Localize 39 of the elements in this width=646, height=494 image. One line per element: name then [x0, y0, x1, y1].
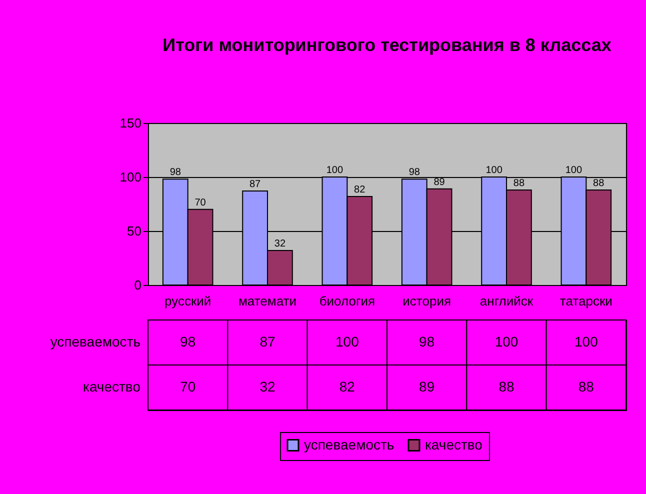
annotation: 82: [354, 184, 366, 196]
data-label: 98: [180, 334, 196, 350]
data-label: 100: [494, 334, 518, 350]
x-tick-label: татарски: [560, 294, 612, 308]
annotation: 88: [593, 178, 605, 189]
data-label: 88: [498, 378, 514, 394]
data-label: 70: [180, 378, 196, 394]
data-label: 32: [260, 378, 276, 394]
x-tick-label: английск: [480, 294, 534, 308]
x-tick-label: русский: [164, 294, 212, 308]
x-tick-label: биология: [319, 294, 375, 308]
legend-label: качество: [425, 436, 483, 452]
annotation: 87: [249, 179, 262, 190]
y-tick-label: 150: [120, 116, 142, 130]
data-label: 100: [574, 334, 598, 350]
data-label: 88: [578, 378, 594, 394]
data-label: 82: [339, 378, 356, 394]
text: качество: [83, 378, 140, 394]
annotation: 98: [408, 167, 420, 178]
y-tick-label: 100: [120, 170, 142, 184]
y-tick-label: 0: [134, 278, 142, 292]
annotation: 100: [486, 165, 503, 176]
data-label: 100: [335, 334, 360, 350]
chart-title: Итоги мониторингового тестирования в 8 классах: [162, 35, 612, 55]
annotation: 70: [194, 197, 206, 208]
legend-label: успеваемость: [304, 436, 394, 452]
annotation: 100: [565, 165, 582, 176]
y-tick-label: 50: [127, 224, 142, 238]
data-label: 89: [419, 378, 435, 394]
text: успеваемость: [50, 334, 140, 350]
annotation: 100: [326, 165, 344, 176]
x-tick-label: математи: [238, 294, 297, 308]
annotation: 89: [434, 176, 446, 188]
annotation: 98: [170, 167, 182, 178]
data-label: 98: [419, 334, 435, 350]
data-label: 87: [260, 334, 276, 350]
annotation: 32: [274, 238, 286, 250]
x-tick-label: история: [402, 294, 452, 308]
annotation: 88: [513, 178, 525, 189]
